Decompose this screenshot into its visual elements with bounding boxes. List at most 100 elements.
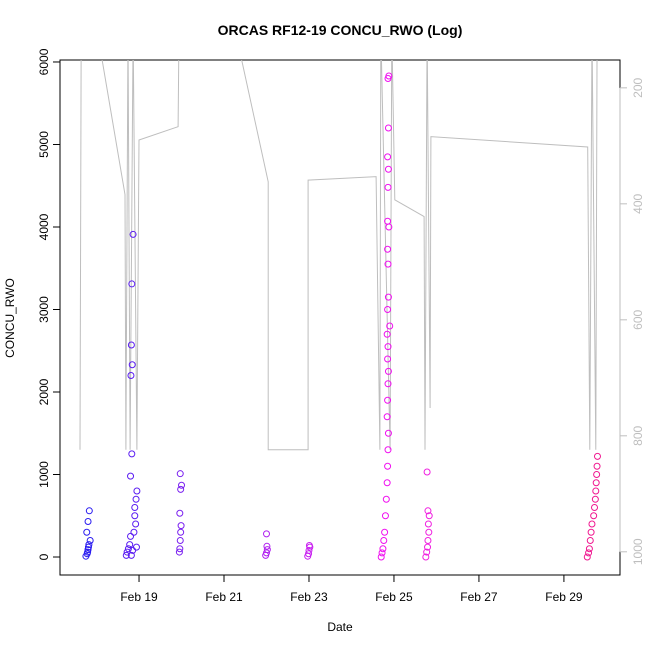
y2-tick-label: 800 (631, 425, 645, 445)
data-point (263, 542, 271, 550)
data-point (379, 545, 387, 553)
data-point (131, 504, 139, 512)
data-point (84, 543, 92, 551)
y2-tick-label: 200 (631, 78, 645, 98)
data-point (383, 479, 391, 487)
data-point (381, 512, 389, 520)
data-point (386, 322, 394, 330)
data-point (424, 520, 432, 528)
y-axis-label: CONCU_RWO (3, 278, 17, 358)
data-point (593, 462, 601, 470)
data-point (127, 341, 135, 349)
data-point (384, 462, 392, 470)
data-point (178, 481, 186, 489)
y-tick-label: 6000 (37, 48, 51, 75)
data-point (85, 541, 93, 549)
data-point (132, 543, 140, 551)
pressure-line (79, 60, 598, 451)
data-point (130, 528, 138, 536)
data-point (384, 429, 392, 437)
data-point (384, 396, 392, 404)
data-point (177, 528, 185, 536)
data-point (177, 485, 185, 493)
data-point (177, 522, 185, 530)
data-point (381, 528, 389, 536)
data-point (176, 509, 184, 517)
data-point (384, 355, 392, 363)
data-point (124, 545, 132, 553)
data-point (384, 183, 392, 191)
data-point (384, 153, 392, 161)
data-point (263, 546, 271, 554)
plot-area (79, 60, 601, 561)
data-point (583, 553, 591, 561)
data-point (262, 530, 270, 538)
data-point (424, 537, 432, 545)
y-tick-label: 2000 (37, 378, 51, 405)
x-tick-label: Feb 25 (375, 590, 413, 604)
data-point (84, 546, 92, 554)
y-tick-label: 3000 (37, 296, 51, 323)
data-point (377, 553, 385, 561)
data-point (122, 551, 130, 559)
data-point (425, 512, 433, 520)
data-point (86, 537, 94, 545)
data-point (593, 471, 601, 479)
data-point (305, 541, 313, 549)
data-point (383, 330, 391, 338)
data-point (385, 72, 393, 80)
data-point (591, 504, 599, 512)
data-point (128, 361, 136, 369)
data-point (85, 507, 93, 515)
data-point (305, 550, 313, 558)
data-point (384, 260, 392, 268)
x-tick-label: Feb 23 (290, 590, 328, 604)
plot-frame (59, 59, 621, 576)
data-point (132, 520, 140, 528)
data-point (127, 551, 135, 559)
data-point (384, 446, 392, 454)
data-point (384, 305, 392, 313)
data-point (425, 528, 433, 536)
data-point (127, 532, 135, 540)
data-point (593, 452, 601, 460)
data-point (176, 545, 184, 553)
x-axis-label: Date (327, 620, 353, 634)
data-point (129, 230, 137, 238)
data-point (127, 472, 135, 480)
data-point (84, 548, 92, 556)
data-point (592, 487, 600, 495)
data-point (84, 518, 92, 526)
data-point (384, 165, 392, 173)
data-point (384, 380, 392, 388)
data-point (382, 495, 390, 503)
data-point (422, 553, 430, 561)
data-point (262, 549, 270, 557)
x-tick-label: Feb 27 (460, 590, 498, 604)
data-point (83, 528, 91, 536)
y-tick-label: 0 (37, 553, 51, 560)
data-point (384, 343, 392, 351)
data-point (176, 470, 184, 478)
data-point (423, 548, 431, 556)
chart-title: ORCAS RF12-19 CONCU_RWO (Log) (218, 22, 463, 38)
data-point (384, 367, 392, 375)
data-point (175, 548, 183, 556)
data-point (384, 124, 392, 132)
data-point (592, 479, 600, 487)
x-tick-label: Feb 21 (205, 590, 243, 604)
y-tick-label: 4000 (37, 213, 51, 240)
x-tick-label: Feb 19 (120, 590, 158, 604)
data-point (128, 280, 136, 288)
data-point (587, 528, 595, 536)
data-point (380, 537, 388, 545)
data-point (128, 450, 136, 458)
data-point (423, 468, 431, 476)
y-tick-label: 1000 (37, 461, 51, 488)
data-point (588, 520, 596, 528)
y2-tick-label: 400 (631, 193, 645, 213)
data-point (586, 537, 594, 545)
y-tick-label: 5000 (37, 131, 51, 158)
data-point (424, 543, 432, 551)
